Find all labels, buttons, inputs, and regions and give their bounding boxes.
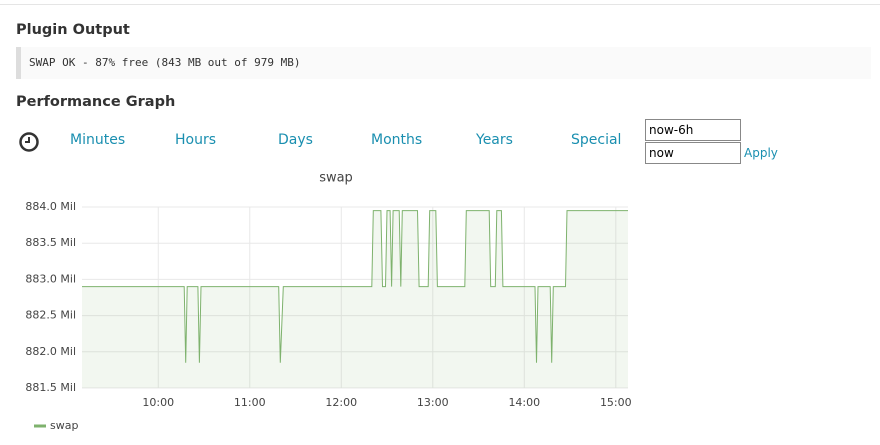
y-tick-label: 883.0 Mil	[25, 272, 76, 285]
plugin-box: SWAP OK - 87% free (843 MB out of 979 MB…	[16, 47, 871, 79]
y-tick-label: 882.5 Mil	[25, 309, 76, 322]
y-tick-label: 881.5 Mil	[25, 381, 76, 394]
apply-link[interactable]: Apply	[744, 146, 778, 160]
range-link[interactable]: Minutes	[70, 132, 126, 148]
legend-label: swap	[50, 419, 78, 432]
x-tick-label: 11:00	[234, 396, 266, 409]
x-tick-label: 14:00	[508, 396, 540, 409]
to-input[interactable]: now	[645, 142, 741, 164]
range-link[interactable]: Hours	[175, 132, 217, 148]
x-tick-label: 10:00	[142, 396, 174, 409]
range-link[interactable]: Special	[571, 132, 622, 148]
clock-icon[interactable]	[18, 131, 40, 153]
x-tick-label: 15:00	[600, 396, 632, 409]
chart-title: swap	[319, 171, 353, 186]
y-tick-label: 882.0 Mil	[25, 345, 76, 358]
y-tick-label: 883.5 Mil	[25, 236, 76, 249]
range-link[interactable]: Years	[476, 132, 513, 148]
range-link[interactable]: Days	[278, 132, 313, 148]
from-input[interactable]: now-6h	[645, 119, 741, 141]
x-tick-label: 13:00	[417, 396, 449, 409]
x-tick-label: 12:00	[325, 396, 357, 409]
series-line	[82, 210, 628, 363]
plugin-title: Plugin Output	[16, 22, 130, 38]
plugin-output: SWAP OK - 87% free (843 MB out of 979 MB…	[29, 56, 301, 69]
top-rule	[0, 4, 880, 5]
graph-title: Performance Graph	[16, 94, 176, 110]
y-tick-label: 884.0 Mil	[25, 200, 76, 213]
range-link[interactable]: Months	[371, 132, 423, 148]
series-area	[82, 210, 628, 388]
